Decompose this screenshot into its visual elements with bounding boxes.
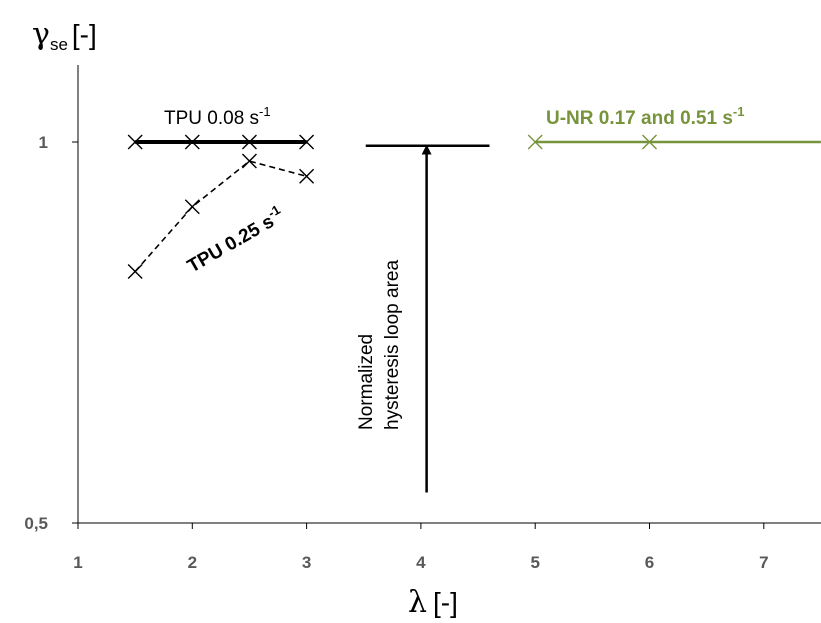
series-1-point-3 — [299, 168, 315, 184]
series-label-unr-sup: -1 — [733, 104, 745, 119]
series-label-tpu-008-text: TPU 0.08 s — [164, 108, 259, 129]
x-tick-label-4: 4 — [416, 553, 426, 572]
series-label-unr-text: U-NR 0.17 and 0.51 s — [546, 108, 733, 129]
series-line-1 — [134, 160, 307, 273]
series-0-point-3 — [299, 134, 315, 150]
x-tick-label-6: 6 — [645, 553, 654, 572]
series-label-unr: U-NR 0.17 and 0.51 s-1 — [546, 104, 744, 129]
y-ticks: 0,51 — [24, 133, 78, 533]
annotation-text: Normalized hysteresis loop area — [356, 260, 403, 430]
series-1-point-0 — [127, 264, 143, 280]
series-layer — [127, 134, 821, 280]
y-axis-title: γse [-] — [32, 17, 97, 54]
x-tick-label-3: 3 — [302, 553, 311, 572]
series-label-tpu-008-sup: -1 — [259, 104, 271, 119]
marker-stroke-b — [127, 264, 143, 280]
series-1-point-1 — [184, 199, 200, 215]
marker-stroke-b — [241, 153, 257, 169]
y-axis-unit: [-] — [72, 19, 97, 50]
series-0-point-0 — [127, 134, 143, 150]
hysteresis-annotation — [365, 144, 490, 493]
x-tick-label-2: 2 — [188, 553, 197, 572]
marker-stroke-b — [241, 134, 257, 150]
series-2-point-1 — [642, 134, 657, 150]
annotation-line-2: hysteresis loop area — [382, 260, 403, 430]
x-ticks: 1 2 3 4 5 6 7 — [73, 523, 769, 572]
y-tick-label-0-5: 0,5 — [24, 514, 48, 533]
x-tick-label-1: 1 — [73, 553, 82, 572]
series-label-tpu-025-text: TPU 0.25 s — [184, 211, 278, 277]
y-axis-subscript: se — [50, 35, 68, 54]
y-tick-label-1: 1 — [39, 133, 48, 152]
x-axis-symbol: λ — [408, 585, 427, 620]
y-axis-symbol: γ — [32, 17, 50, 52]
annotation-line-1: Normalized — [356, 334, 377, 430]
series-label-tpu-008: TPU 0.08 s-1 — [164, 104, 271, 129]
series-0-point-2 — [241, 134, 257, 150]
x-axis-title: λ [-] — [408, 585, 458, 620]
x-tick-label-5: 5 — [530, 553, 539, 572]
marker-stroke-b — [642, 134, 657, 150]
marker-stroke-b — [184, 134, 200, 150]
x-axis-unit: [-] — [433, 587, 458, 618]
marker-stroke-b — [127, 134, 143, 150]
marker-stroke-b — [299, 168, 315, 184]
marker-stroke-b — [527, 134, 543, 150]
marker-stroke-b — [299, 134, 315, 150]
marker-stroke-b — [184, 199, 200, 215]
x-tick-label-7: 7 — [759, 553, 768, 572]
series-1-point-2 — [241, 153, 257, 169]
series-2-point-0 — [527, 134, 543, 150]
axes — [77, 65, 821, 524]
series-0-point-1 — [184, 134, 200, 150]
